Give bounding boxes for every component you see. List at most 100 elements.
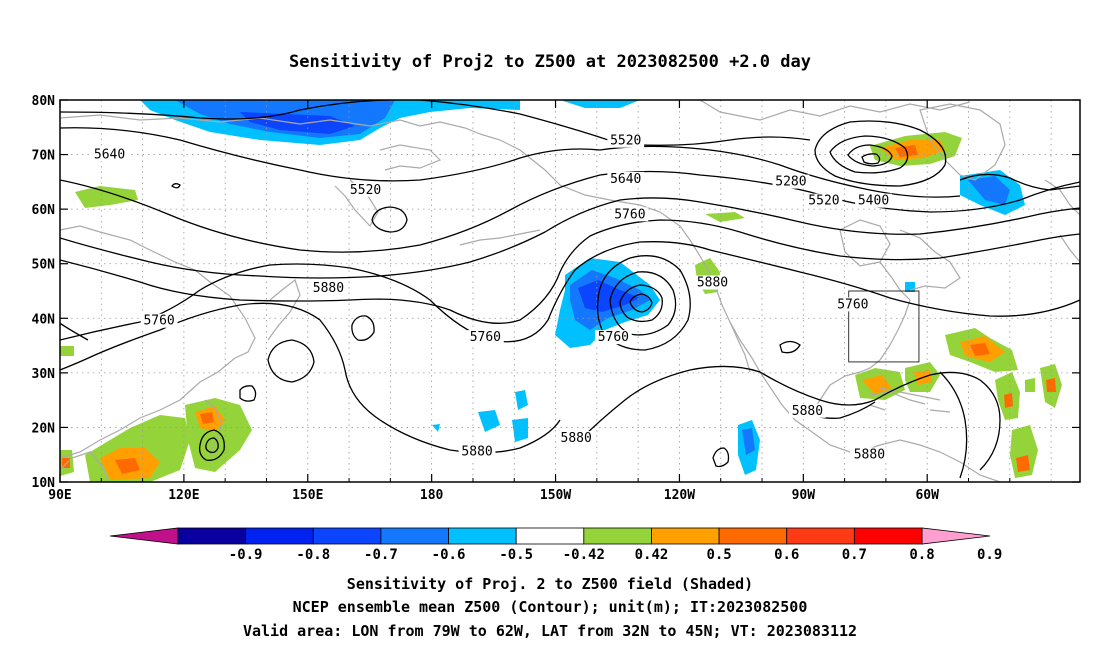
contour-closed-kamchatka <box>371 206 408 233</box>
contour-low-pacific <box>596 255 691 351</box>
coastline-aleutians <box>459 229 541 246</box>
colorbar-label: 0.8 <box>909 547 934 563</box>
coastlines <box>60 100 1080 482</box>
caption-line-2: NCEP ensemble mean Z500 (Contour); unit(… <box>293 598 808 616</box>
contour-5760-trough <box>60 219 1080 324</box>
shade-negative-pacific <box>478 410 500 432</box>
contour-5880-main <box>60 241 1080 343</box>
contour-label: 5520 <box>350 183 381 198</box>
contour-tail-5880-east <box>939 371 968 479</box>
colorbar-swatch <box>583 527 652 545</box>
coastline-canada-east <box>899 229 961 291</box>
contour-closed-sea-of-okhotsk <box>171 183 181 189</box>
colorbar-label: -0.6 <box>432 547 466 563</box>
colorbar-swatch <box>853 527 923 545</box>
coastline-hudson-bay <box>839 219 891 267</box>
colorbar-label: -0.42 <box>563 547 605 563</box>
contour-label-bg <box>772 174 810 189</box>
colorbar-label: -0.8 <box>296 547 330 563</box>
map-frame <box>59 99 1081 483</box>
lat-tick-label: 10N <box>32 476 56 491</box>
coastline-us-east <box>811 261 911 413</box>
contour-label: 5880 <box>792 404 823 419</box>
shade-negative-arctic <box>560 100 640 108</box>
shade-positive-atlantic <box>1025 378 1035 392</box>
lat-tick-label: 40N <box>32 312 56 327</box>
contour-5640-north <box>60 100 811 146</box>
contour-low-arctic <box>861 153 881 165</box>
contour-label: 5880 <box>854 447 885 462</box>
sensitivity-shading <box>60 100 1062 482</box>
shade-negative-pacific <box>512 418 528 442</box>
contour-closed-mexico <box>779 340 801 354</box>
colorbar-label: 0.6 <box>774 547 799 563</box>
contour-label: 5760 <box>598 330 629 345</box>
colorbar-label: 0.5 <box>706 547 731 563</box>
contour-label: 5760 <box>837 297 868 312</box>
contour-label: 5760 <box>614 207 645 222</box>
lon-tick-label: 150W <box>540 488 571 503</box>
contour-label-bg <box>789 403 826 418</box>
contour-label-bg <box>91 147 128 162</box>
colorbar-swatch <box>380 527 449 545</box>
coastline-east-asia <box>60 225 256 459</box>
shade-negative-pacific <box>432 424 440 432</box>
lat-tick-label: 20N <box>32 421 56 436</box>
colorbar-label: -0.9 <box>229 547 263 563</box>
shade-negative-atlantic <box>905 282 915 292</box>
contour-low-pacific <box>619 284 663 323</box>
shade-positive-atlantic <box>862 375 892 395</box>
colorbar-label: -0.7 <box>364 547 398 563</box>
contour-low-arctic <box>814 120 947 187</box>
coastline-cuba <box>869 391 926 405</box>
lat-tick-label: 70N <box>32 149 56 164</box>
chart-title: Sensitivity of Proj2 to Z500 at 20230825… <box>289 52 811 72</box>
colorbar-label: -0.5 <box>499 547 533 563</box>
shade-positive-westpac <box>60 346 74 356</box>
contour-label: 5640 <box>610 172 641 187</box>
contour-label-bg <box>557 431 595 446</box>
shade-positive-siberia <box>75 186 138 208</box>
lon-tick-label: 60W <box>915 488 939 503</box>
shade-negative-arctic <box>240 112 355 134</box>
colorbar-swatch <box>312 527 382 545</box>
colorbar-swatch <box>718 527 788 545</box>
contour-label-bg <box>834 297 872 312</box>
contour-low-arctic <box>847 144 893 167</box>
contour-label-bg <box>458 444 496 459</box>
contour-label-bg <box>694 275 731 290</box>
contour-closed-typhoon <box>198 429 225 461</box>
lat-tick-label: 30N <box>32 367 56 382</box>
contour-label: 5880 <box>313 281 344 296</box>
shade-positive-atlantic <box>1046 378 1056 392</box>
colorbar-swatch <box>245 527 314 545</box>
contour-label: 5760 <box>470 330 501 345</box>
coastline-europe-west <box>1044 179 1080 263</box>
contour-low-pacific <box>629 293 653 313</box>
contour-label: 5520 <box>808 194 839 209</box>
lat-tick-label: 60N <box>32 203 56 218</box>
coastline-philippines <box>204 399 223 456</box>
shade-positive-atlantic <box>1004 393 1013 408</box>
shade-positive-atlantic <box>1016 455 1030 472</box>
contour-label: 5280 <box>775 175 806 190</box>
lon-tick-label: 120E <box>168 488 199 503</box>
contour-5520-north <box>60 127 601 182</box>
lon-tick-label: 90E <box>48 488 71 503</box>
contour-label: 5520 <box>610 134 641 149</box>
valid-area-box <box>848 290 920 363</box>
coastline-caribbean <box>869 387 951 413</box>
contour-closed-westpac <box>267 339 315 383</box>
lon-tick-label: 150E <box>292 488 323 503</box>
contour-label: 5760 <box>143 314 174 329</box>
contour-label-bg <box>310 281 347 295</box>
contour-closed-typhoon <box>205 437 219 454</box>
shade-positive-atlantic <box>970 343 990 356</box>
contour-label: 5640 <box>94 147 125 162</box>
contour-closed-taiwan <box>239 385 257 402</box>
contour-5520-mid <box>599 145 961 198</box>
contour-label-bg <box>850 447 888 462</box>
contour-label: 5400 <box>858 194 889 209</box>
coastline-canada-arctic <box>699 100 971 121</box>
